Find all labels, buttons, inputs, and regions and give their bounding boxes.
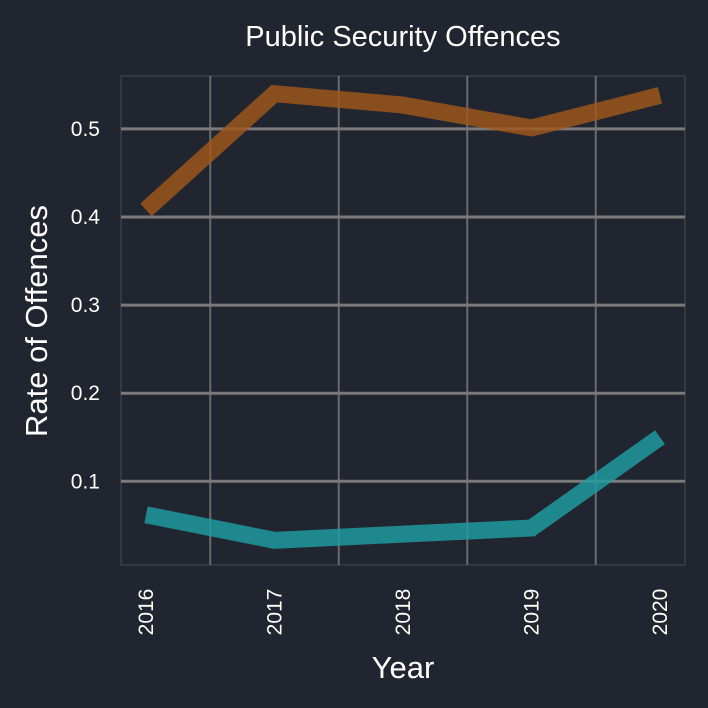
y-axis-label: Rate of Offences — [19, 205, 54, 437]
y-axis-ticks: 0.1 0.2 0.3 0.4 0.5 — [71, 118, 101, 493]
x-tick-label: 2019 — [521, 589, 544, 636]
x-tick-label: 2018 — [392, 589, 415, 636]
plot-frame — [120, 75, 686, 566]
x-tick-label: 2016 — [135, 589, 158, 636]
x-tick-label: 2020 — [649, 589, 672, 636]
series-line-1 — [140, 84, 663, 217]
y-tick-label: 0.2 — [71, 382, 100, 405]
x-axis-ticks: 2016 2017 2018 2019 2020 — [135, 589, 672, 636]
y-tick-label: 0.5 — [71, 118, 100, 141]
y-tick-label: 0.3 — [71, 294, 100, 317]
series-layer — [140, 84, 665, 549]
x-tick-label: 2017 — [264, 589, 287, 636]
y-tick-label: 0.4 — [71, 206, 101, 229]
x-axis-label: Year — [372, 650, 435, 685]
series-line-2 — [144, 430, 665, 549]
y-tick-label: 0.1 — [71, 470, 100, 493]
chart-title: Public Security Offences — [245, 21, 560, 53]
